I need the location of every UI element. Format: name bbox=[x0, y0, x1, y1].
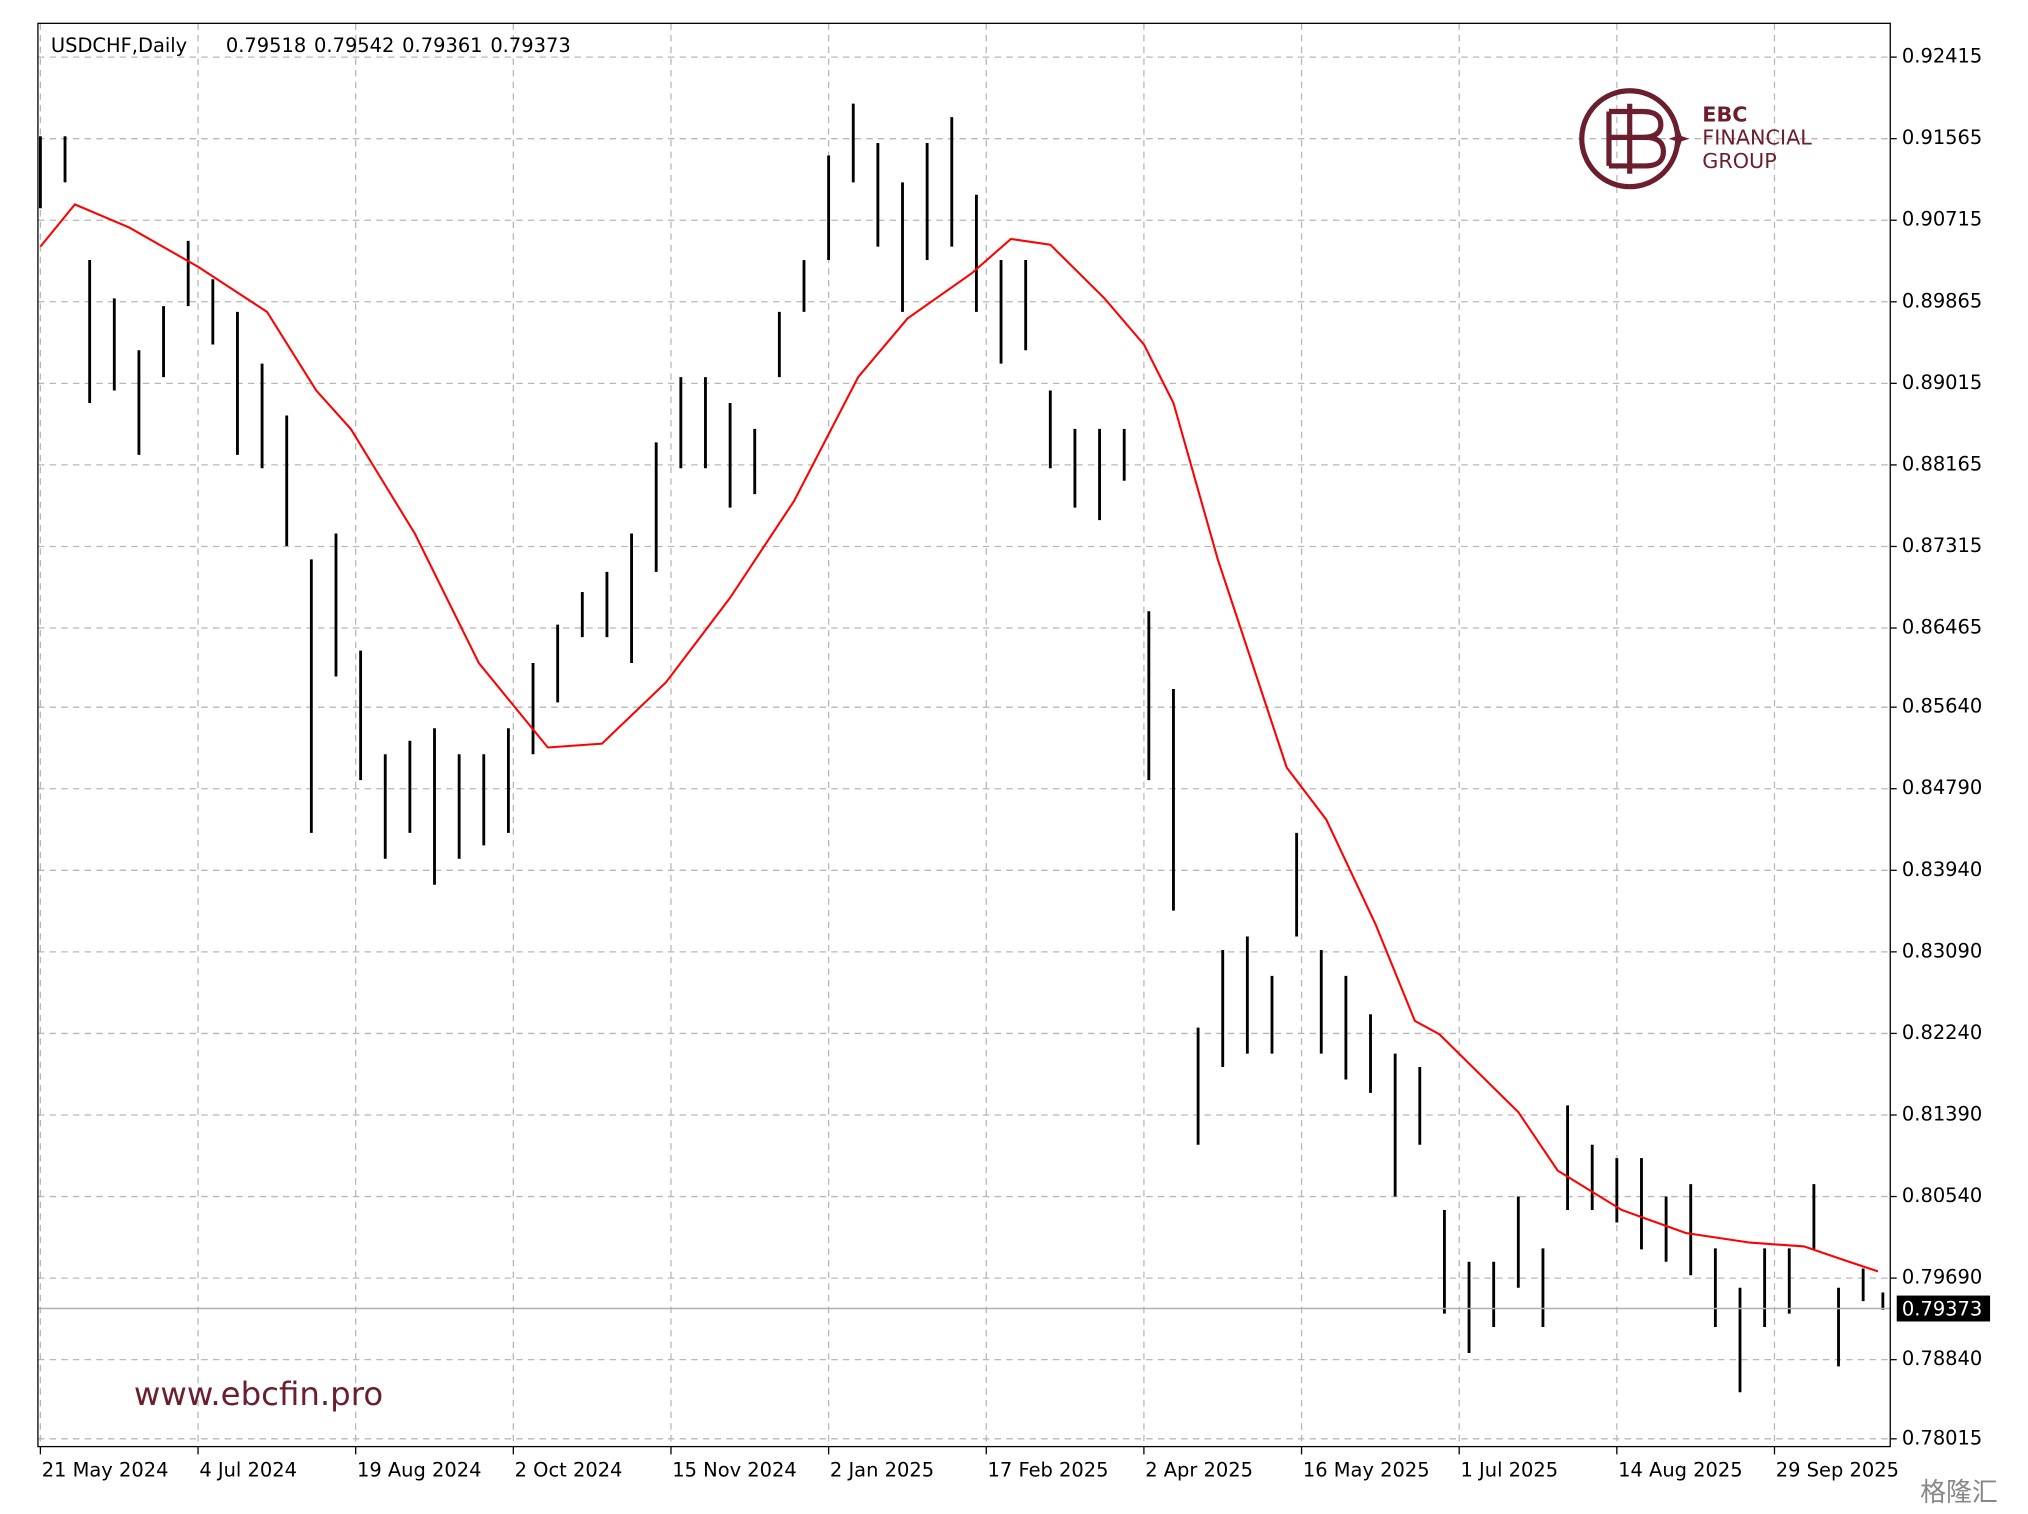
logo-mark bbox=[1606, 103, 1667, 174]
watermark: 格隆汇 bbox=[1920, 1478, 1998, 1508]
y-tick-label: 0.87315 bbox=[1902, 534, 1982, 557]
brand-line1: FINANCIAL bbox=[1702, 126, 1812, 150]
y-tick-label: 0.85640 bbox=[1902, 695, 1982, 718]
brand-name: EBC bbox=[1702, 102, 1747, 126]
brand-url: www.ebcfin.pro bbox=[134, 1375, 383, 1413]
y-tick-label: 0.80540 bbox=[1902, 1184, 1982, 1207]
y-tick-label: 0.84790 bbox=[1902, 776, 1982, 799]
plot-frame bbox=[37, 22, 1891, 1448]
x-tick-label: 2 Oct 2024 bbox=[515, 1459, 623, 1482]
x-tick-label: 21 May 2024 bbox=[42, 1459, 169, 1482]
y-tick-label: 0.78015 bbox=[1902, 1426, 1982, 1449]
y-tick-label: 0.83090 bbox=[1902, 939, 1982, 962]
brand-logo: EBC FINANCIAL GROUP bbox=[1579, 88, 1812, 190]
x-tick-label: 14 Aug 2025 bbox=[1618, 1459, 1743, 1482]
y-tick-label: 0.81390 bbox=[1902, 1102, 1982, 1125]
y-tick-label: 0.89865 bbox=[1902, 289, 1982, 312]
x-tick-label: 2 Apr 2025 bbox=[1145, 1459, 1253, 1482]
quote-high: 0.79542 bbox=[314, 34, 394, 57]
x-tick-label: 19 Aug 2024 bbox=[357, 1459, 482, 1482]
x-tick-label: 2 Jan 2025 bbox=[830, 1459, 934, 1482]
x-tick-label: 29 Sep 2025 bbox=[1776, 1459, 1899, 1482]
y-tick-label: 0.79690 bbox=[1902, 1266, 1982, 1289]
x-tick-label: 1 Jul 2025 bbox=[1460, 1459, 1558, 1482]
logo-star bbox=[1668, 128, 1690, 150]
y-tick-label: 0.91565 bbox=[1902, 126, 1982, 149]
y-tick-label: 0.88165 bbox=[1902, 452, 1982, 475]
x-tick-label: 17 Feb 2025 bbox=[988, 1459, 1109, 1482]
marks bbox=[37, 103, 1891, 1393]
x-tick-label: 4 Jul 2024 bbox=[199, 1459, 297, 1482]
quote-low: 0.79361 bbox=[402, 34, 482, 57]
y-tick-label: 0.89015 bbox=[1902, 371, 1982, 394]
x-tick-label: 16 May 2025 bbox=[1303, 1459, 1430, 1482]
quote-open: 0.79518 bbox=[226, 34, 306, 57]
y-tick-label: 0.78840 bbox=[1902, 1347, 1982, 1370]
y-tick-label: 0.83940 bbox=[1902, 858, 1982, 881]
y-tick-label: 0.90715 bbox=[1902, 208, 1982, 231]
y-tick-label: 0.92415 bbox=[1902, 45, 1982, 68]
last-price-label: 0.79373 bbox=[1902, 1297, 1982, 1320]
x-tick-label: 15 Nov 2024 bbox=[672, 1459, 797, 1482]
last-price-box bbox=[1896, 1295, 1991, 1322]
brand-line2: GROUP bbox=[1702, 149, 1776, 173]
moving-average bbox=[39, 203, 1879, 1273]
y-tick-label: 0.86465 bbox=[1902, 616, 1982, 639]
y-tick-label: 0.82240 bbox=[1902, 1021, 1982, 1044]
grid bbox=[37, 23, 1891, 1447]
quote-close: 0.79373 bbox=[490, 34, 570, 57]
chart-title: USDCHF,Daily bbox=[51, 34, 187, 57]
